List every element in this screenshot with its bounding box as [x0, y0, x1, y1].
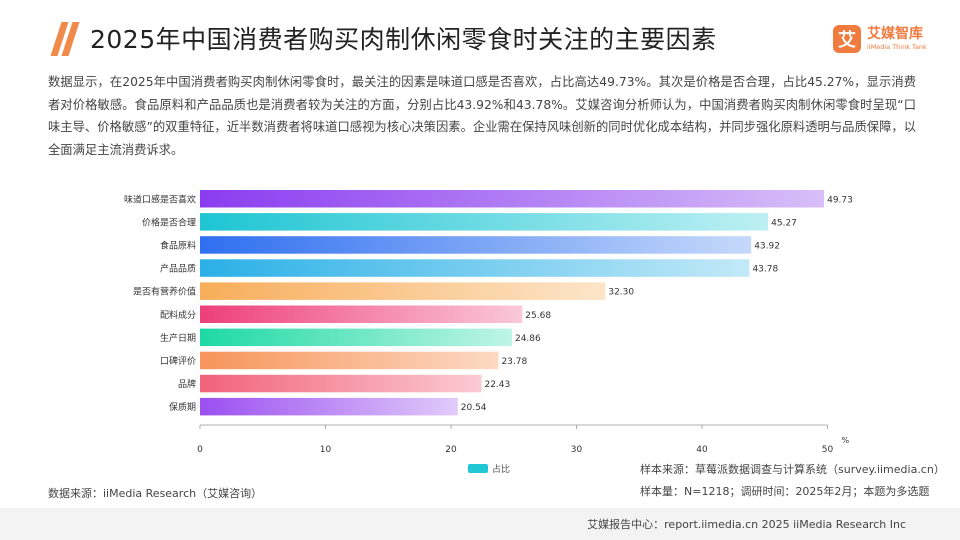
category-label: 品牌 [178, 378, 196, 390]
bar [200, 282, 606, 300]
category-label: 食品原料 [160, 239, 196, 251]
category-label: 保质期 [169, 401, 196, 413]
bar-value-label: 23.78 [501, 357, 527, 367]
bar-value-label: 43.78 [752, 265, 778, 275]
category-label: 价格是否合理 [142, 216, 196, 228]
bar [200, 305, 523, 323]
x-axis-unit: % [842, 436, 850, 445]
x-tick-label: 10 [320, 445, 332, 455]
bar-value-label: 49.73 [827, 195, 853, 205]
x-tick-label: 40 [696, 445, 708, 455]
brand-name-en: iiMedia Think Tank [867, 43, 927, 52]
category-label: 配料成分 [160, 309, 196, 321]
legend-swatch [468, 464, 488, 473]
bars-layer: 味道口感是否喜欢 49.73 价格是否合理 45.27 食品原料 43.92 产品品质 43.… [124, 190, 853, 416]
brand-logo-icon: 艾 [833, 25, 861, 53]
x-tick-label: 20 [445, 445, 457, 455]
x-tick-label: 50 [822, 445, 834, 455]
sample-source: 样本来源：草莓派数据调查与计算系统（survey.iimedia.cn） [640, 463, 945, 476]
brand-name-cn: 艾媒智库 [867, 26, 923, 43]
x-tick-label: 0 [197, 445, 203, 455]
category-label: 口碑评价 [160, 355, 196, 367]
category-label: 味道口感是否喜欢 [124, 193, 196, 205]
bar-value-label: 25.68 [525, 311, 551, 321]
bar [200, 259, 750, 277]
bar-value-label: 32.30 [608, 288, 634, 298]
category-label: 生产日期 [160, 332, 196, 344]
footer-text: 艾媒报告中心：report.iimedia.cn 2025 iiMedia Re… [587, 518, 906, 531]
footer-bar [0, 508, 960, 540]
brand-logo: 艾 艾媒智库 iiMedia Think Tank [833, 22, 927, 56]
bar-value-label: 22.43 [484, 380, 510, 390]
bar [200, 328, 512, 347]
bar [200, 236, 752, 254]
analysis-paragraph: 数据显示，在2025年中国消费者购买肉制休闲零食时，最关注的因素是味道口感是否喜… [48, 75, 916, 157]
page-title: 2025年中国消费者购买肉制休闲零食时关注的主要因素 [90, 25, 717, 54]
bar [200, 213, 769, 231]
data-source: 数据来源：iiMedia Research（艾媒咨询） [48, 487, 263, 500]
sample-size: 样本量：N=1218；调研时间：2025年2月；本题为多选题 [640, 485, 930, 498]
bar-value-label: 43.92 [754, 241, 780, 251]
sample-info: 样本来源：草莓派数据调查与计算系统（survey.iimedia.cn） 样本量… [640, 459, 945, 503]
category-label: 产品品质 [160, 263, 196, 275]
x-axis: 0 10 20 30 40 50% [197, 424, 850, 455]
bar-value-label: 20.54 [461, 403, 487, 413]
legend-label: 占比 [492, 465, 511, 475]
chart-legend: 占比 [468, 462, 510, 475]
bar [200, 374, 482, 393]
x-tick-label: 30 [571, 445, 583, 455]
bar [200, 397, 458, 416]
category-label: 是否有营养价值 [133, 286, 196, 298]
bar-value-label: 24.86 [515, 334, 541, 344]
bar [200, 351, 499, 370]
bar [200, 190, 825, 208]
bar-value-label: 45.27 [771, 218, 797, 228]
